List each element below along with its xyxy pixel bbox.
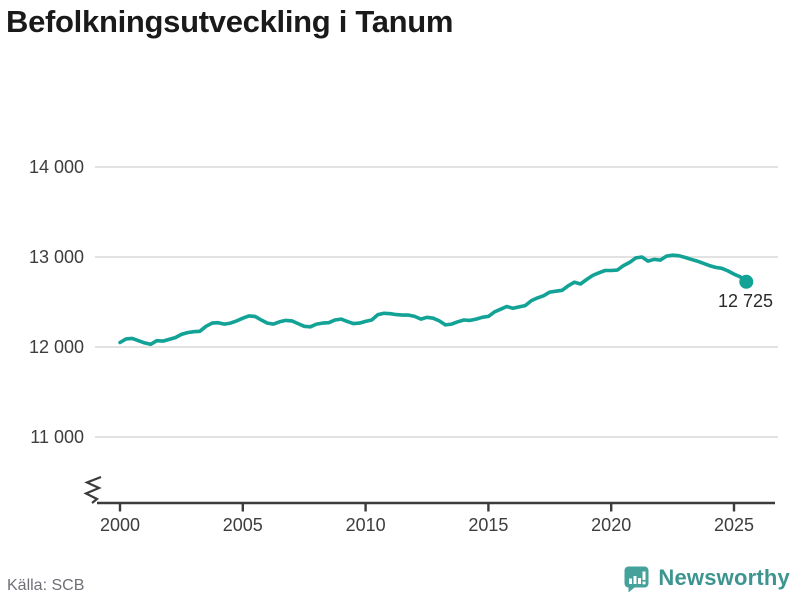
y-axis-tick-label: 12 000	[29, 337, 84, 357]
end-value-label: 12 725	[718, 291, 773, 311]
y-axis-tick-label: 11 000	[30, 427, 84, 447]
source-label: Källa: SCB	[7, 577, 85, 594]
x-axis-tick-label: 2020	[591, 515, 631, 535]
x-axis-tick-label: 2005	[223, 515, 263, 535]
end-point-marker	[739, 274, 754, 289]
newsworthy-speech-bubble-bar-chart-icon	[623, 565, 650, 592]
x-axis-tick-label: 2015	[468, 515, 508, 535]
x-axis-tick-label: 2025	[714, 515, 754, 535]
newsworthy-logo: Newsworthy	[623, 564, 790, 592]
axis-break-icon	[83, 475, 102, 504]
population-line-chart: 14 000 13 000 12 000 11 000 2000 2005 2010 2015…	[29, 157, 778, 535]
x-axis-tick-label: 2010	[346, 515, 386, 535]
y-axis-tick-label: 14 000	[29, 157, 84, 177]
y-axis-tick-label: 13 000	[29, 247, 84, 267]
population-line	[118, 253, 749, 347]
page-title: Befolkningsutveckling i Tanum	[6, 4, 454, 39]
newsworthy-wordmark: Newsworthy	[658, 565, 790, 590]
x-axis-tick-label: 2000	[100, 515, 140, 535]
